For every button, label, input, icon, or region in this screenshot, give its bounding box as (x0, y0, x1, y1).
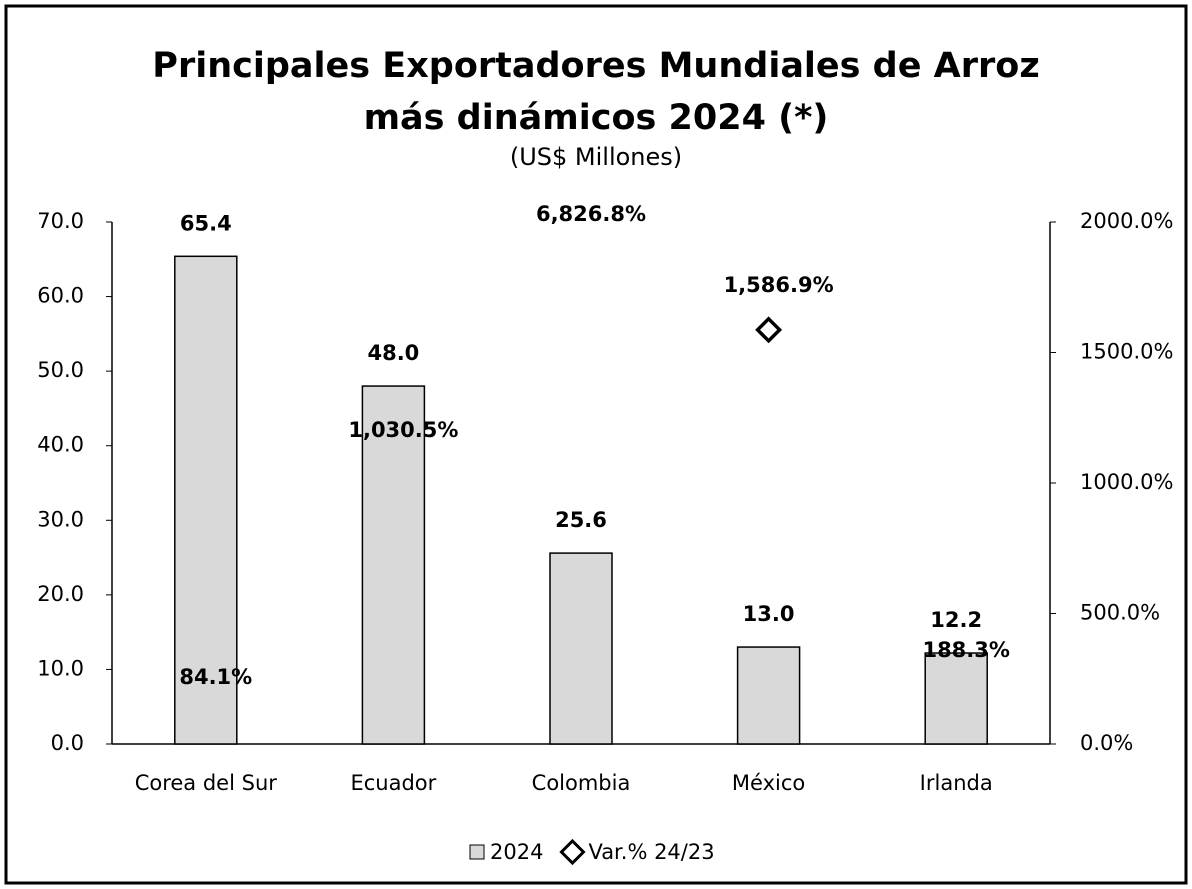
data-label: 65.4 (180, 211, 232, 235)
y2-tick-label: 500.0% (1080, 601, 1160, 625)
bar (361, 385, 426, 745)
legend-label: 2024 (490, 840, 543, 864)
y-tick-label: 70.0 (37, 209, 84, 233)
y-tick-label: 50.0 (37, 358, 84, 382)
data-label: 1,030.5% (348, 418, 458, 442)
data-label: 48.0 (367, 341, 419, 365)
legend-swatch (469, 844, 485, 860)
data-label: 1,586.9% (724, 273, 834, 297)
data-label: 12.2 (930, 608, 982, 632)
diamond-marker (755, 316, 783, 344)
data-label: 6,826.8% (536, 202, 646, 226)
bar (549, 552, 613, 745)
x-tick-label: Ecuador (350, 771, 436, 795)
y-tick-label: 0.0 (51, 731, 84, 755)
x-tick-label: México (732, 771, 805, 795)
y-tick-label: 30.0 (37, 507, 84, 531)
y-tick-label: 40.0 (37, 433, 84, 457)
x-tick-label: Irlanda (920, 771, 993, 795)
bar (736, 646, 801, 745)
x-tick-label: Corea del Sur (135, 771, 278, 795)
chart-title: Principales Exportadores Mundiales de Ar… (152, 46, 1040, 138)
y2-tick-label: 1000.0% (1080, 470, 1173, 494)
bar (174, 255, 238, 745)
y-tick-label: 20.0 (37, 582, 84, 606)
y2-tick-label: 0.0% (1080, 731, 1133, 755)
data-label: 13.0 (743, 602, 795, 626)
y-tick-label: 10.0 (37, 656, 84, 680)
y-tick-label: 60.0 (37, 284, 84, 308)
legend-label: Var.% 24/23 (588, 840, 714, 864)
legend-swatch (559, 838, 586, 866)
data-label: 84.1% (179, 665, 252, 689)
y2-tick-label: 2000.0% (1080, 209, 1173, 233)
bar (924, 652, 988, 745)
x-tick-label: Colombia (532, 771, 631, 795)
y2-tick-label: 1500.0% (1080, 340, 1173, 364)
data-label: 25.6 (555, 508, 607, 532)
chart-subtitle: (US$ Millones) (509, 143, 683, 171)
data-label: 188.3% (922, 638, 1009, 662)
